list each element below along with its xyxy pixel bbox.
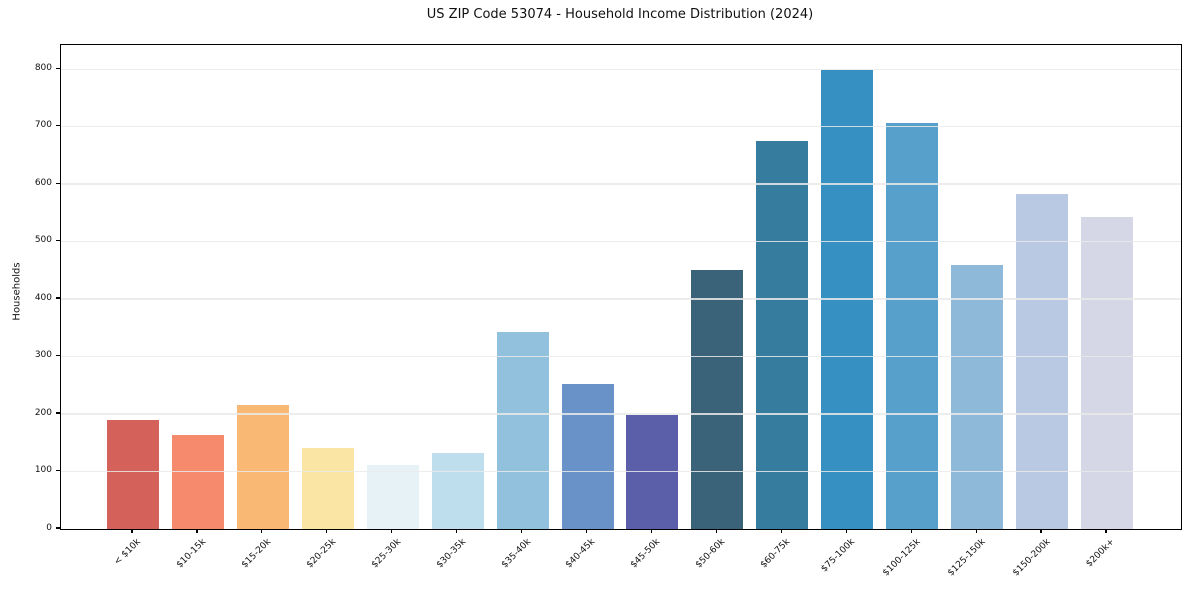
y-tick-label-200: 200 <box>34 407 52 418</box>
x-tick-label-$15-20k: $15-20k <box>239 537 273 571</box>
gridline-500 <box>61 240 1181 243</box>
y-tick-label-700: 700 <box>34 120 52 131</box>
gridline-200 <box>61 413 1181 415</box>
x-tick-mark-$35-40k <box>521 529 523 534</box>
bar-$35-40k <box>496 332 549 529</box>
bar-$50-60k <box>691 269 744 529</box>
gridline-100 <box>61 470 1181 473</box>
x-tick-label-$200k+: $200k+ <box>1084 537 1118 570</box>
bar-$30-35k <box>431 453 484 529</box>
bar-$150-200k <box>1016 194 1069 529</box>
bar-$15-20k <box>236 405 289 529</box>
x-tick-label-$25-30k: $25-30k <box>369 537 403 571</box>
x-tick-label-$40-45k: $40-45k <box>564 537 598 571</box>
y-tick-mark-400 <box>56 297 60 299</box>
y-tick-mark-800 <box>56 67 60 69</box>
y-tick-mark-500 <box>56 239 60 242</box>
y-tick-mark-0 <box>56 527 60 529</box>
bar-$60-75k <box>756 141 809 529</box>
x-tick-mark-$30-35k <box>456 529 458 534</box>
x-tick-mark-$125-150k <box>975 529 977 534</box>
y-tick-label-400: 400 <box>34 292 52 303</box>
x-tick-label-$50-60k: $50-60k <box>694 537 728 571</box>
x-tick-mark-$150-200k <box>1040 529 1042 534</box>
y-tick-mark-600 <box>56 182 60 184</box>
bar-$200k+ <box>1081 217 1133 529</box>
gridline-600 <box>61 183 1181 185</box>
x-tick-label-$60-75k: $60-75k <box>759 537 793 571</box>
x-tick-mark-$45-50k <box>650 529 653 534</box>
bar-$125-150k <box>951 264 1004 529</box>
bar-$40-45k <box>561 383 614 529</box>
x-tick-label-$75-100k: $75-100k <box>819 537 858 575</box>
x-tick-mark-< $10k <box>131 529 133 534</box>
y-tick-label-500: 500 <box>34 235 52 246</box>
x-tick-mark-$25-30k <box>391 529 393 534</box>
x-tick-mark-$100-125k <box>910 529 912 534</box>
plot-area <box>60 44 1182 530</box>
x-tick-label-< $10k: < $10k <box>112 537 144 568</box>
y-tick-mark-200 <box>56 412 60 414</box>
x-tick-label-$20-25k: $20-25k <box>304 537 338 571</box>
x-tick-label-$125-150k: $125-150k <box>945 537 988 579</box>
gridline-800 <box>61 68 1181 70</box>
x-tick-label-$45-50k: $45-50k <box>629 537 663 571</box>
bar-$10-15k <box>171 435 224 529</box>
x-tick-mark-$10-15k <box>196 529 198 534</box>
y-tick-mark-300 <box>56 354 60 357</box>
chart-title: US ZIP Code 53074 - Household Income Dis… <box>426 7 814 22</box>
bar-$25-30k <box>366 464 419 529</box>
x-tick-mark-$200k+ <box>1105 529 1107 534</box>
gridline-400 <box>61 298 1181 300</box>
gridline-700 <box>61 125 1181 128</box>
y-tick-label-600: 600 <box>34 177 52 188</box>
x-tick-label-$150-200k: $150-200k <box>1010 537 1053 579</box>
x-tick-mark-$15-20k <box>261 529 263 534</box>
y-tick-mark-700 <box>56 125 60 127</box>
gridline-300 <box>61 355 1181 358</box>
y-tick-mark-100 <box>56 469 60 472</box>
x-tick-label-$35-40k: $35-40k <box>499 537 533 571</box>
x-tick-label-$10-15k: $10-15k <box>174 537 209 571</box>
y-axis-label: Households <box>11 262 23 321</box>
bar-$20-25k <box>301 447 354 529</box>
y-tick-label-100: 100 <box>34 465 52 476</box>
y-tick-label-800: 800 <box>34 62 52 73</box>
x-tick-mark-$50-60k <box>715 529 717 534</box>
y-tick-label-0: 0 <box>46 522 52 533</box>
y-tick-label-300: 300 <box>34 350 52 361</box>
x-tick-label-$30-35k: $30-35k <box>434 537 468 571</box>
x-tick-mark-$75-100k <box>845 529 847 534</box>
bar-$100-125k <box>886 123 939 529</box>
x-tick-label-$100-125k: $100-125k <box>880 537 923 579</box>
bar-< $10k <box>107 420 159 529</box>
x-tick-mark-$20-25k <box>326 529 328 534</box>
x-tick-mark-$60-75k <box>780 529 782 534</box>
x-tick-mark-$40-45k <box>585 529 588 534</box>
